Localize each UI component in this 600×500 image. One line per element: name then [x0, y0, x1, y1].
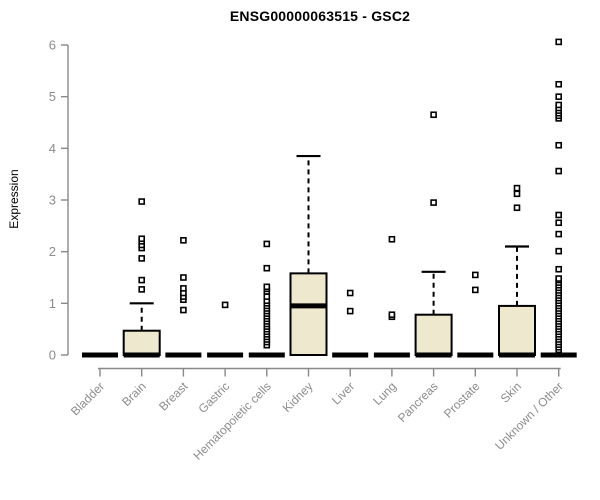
outlier-point [263, 264, 271, 272]
outlier-point [180, 306, 187, 314]
y-tick-label: 6 [49, 38, 56, 53]
category-label-prostate: Prostate [441, 379, 483, 421]
outlier-point [555, 275, 563, 282]
outlier-point [555, 211, 563, 219]
category-label-skin: Skin [498, 379, 524, 405]
outlier-point [138, 198, 145, 205]
collapsed-box [82, 352, 118, 358]
y-tick-label: 0 [49, 348, 56, 363]
boxplot-lung [373, 235, 410, 358]
y-tick-label: 1 [49, 296, 56, 311]
outlier-point [138, 255, 145, 262]
boxplot-gastric [207, 301, 244, 358]
outlier-point [138, 286, 145, 293]
outlier-point [346, 307, 354, 315]
outlier-point [430, 111, 437, 119]
outlier-point [471, 271, 479, 279]
collapsed-box [540, 352, 577, 358]
outlier-point [555, 247, 563, 255]
boxplot-prostate [457, 271, 494, 358]
outlier-point [180, 237, 187, 244]
outlier-point [555, 80, 563, 88]
y-tick-label: 3 [49, 193, 56, 208]
boxplot-unknown-other [540, 38, 577, 358]
category-label-gastric: Gastric [195, 379, 232, 416]
outlier-point [180, 285, 187, 292]
outlier-point [430, 199, 437, 206]
outlier-point [388, 311, 396, 319]
iqr-box [414, 313, 453, 357]
outlier-point [555, 141, 563, 149]
category-label-hematopoietic-cells: Hematopoietic cells [190, 379, 273, 462]
outlier-point [555, 93, 563, 100]
outlier-point [555, 38, 563, 46]
boxplot-skin [498, 184, 536, 358]
outlier-point [180, 274, 187, 281]
collapsed-box [248, 352, 285, 358]
boxplot-hematopoietic-cells [248, 240, 285, 358]
outlier-point [513, 204, 521, 212]
outlier-point [263, 293, 271, 300]
collapsed-box [457, 352, 494, 358]
boxplot-liver [332, 289, 369, 358]
outlier-point [388, 235, 396, 243]
outlier-point [221, 301, 229, 309]
y-axis: 0 1 2 3 4 5 6 [49, 38, 69, 363]
outlier-point [555, 167, 563, 175]
outlier-point [138, 235, 145, 243]
y-tick-label: 4 [49, 141, 56, 156]
category-label-pancreas: Pancreas [395, 379, 441, 425]
boxplot-bladder [82, 352, 118, 358]
outlier-point [555, 219, 563, 227]
collapsed-box [165, 352, 202, 358]
boxplot-kidney [289, 154, 328, 356]
y-tick-label: 2 [49, 244, 56, 259]
outlier-point [263, 240, 271, 248]
category-label-brain: Brain [119, 379, 149, 409]
outlier-point [513, 184, 521, 192]
category-label-kidney: Kidney [280, 379, 316, 415]
outlier-point [513, 190, 521, 198]
outlier-point [263, 283, 271, 291]
outlier-point [555, 230, 563, 238]
collapsed-box [207, 352, 244, 358]
outlier-point [138, 276, 145, 284]
category-label-liver: Liver [329, 379, 357, 407]
iqr-box [498, 304, 536, 356]
collapsed-box [373, 352, 410, 358]
boxplot-pancreas [414, 111, 453, 358]
iqr-box [122, 329, 161, 357]
outlier-point [555, 101, 563, 109]
chart-title: ENSG00000063515 - GSC2 [229, 8, 411, 24]
outlier-point [555, 265, 563, 273]
outlier-point [471, 286, 479, 294]
collapsed-box [332, 352, 369, 358]
category-label-bladder: Bladder [68, 379, 107, 418]
outlier-point [346, 289, 354, 297]
category-label-lung: Lung [370, 379, 399, 408]
category-label-breast: Breast [156, 379, 191, 414]
boxplot-brain [122, 198, 161, 358]
boxplot-breast [165, 237, 202, 358]
iqr-box [289, 272, 328, 356]
y-tick-label: 5 [49, 89, 56, 104]
